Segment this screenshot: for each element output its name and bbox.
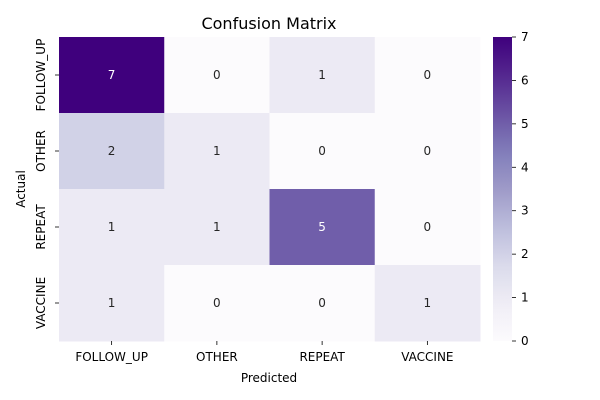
heatmap-cell: [164, 189, 270, 266]
heatmap-cells: 7 0 1 0 2 1 0 0 1 1 5 0 1 0 0 1: [59, 37, 481, 342]
heatmap-cell: [374, 189, 481, 266]
chart-title: Confusion Matrix: [201, 14, 336, 33]
y-tick-label: VACCINE: [34, 277, 48, 329]
colorbar-ticks: 0 1 2 3 4 5 6 7: [512, 30, 529, 348]
heatmap-cell: [164, 37, 270, 114]
cell-value-label: 1: [213, 220, 221, 234]
heatmap-cell: [269, 37, 376, 114]
cell-value-label: 0: [424, 68, 432, 82]
cell-value-label: 0: [424, 144, 432, 158]
cell-value-label: 5: [318, 220, 326, 234]
x-axis-label: Predicted: [241, 371, 297, 385]
cell-value-label: 1: [213, 144, 221, 158]
y-tick-label: REPEAT: [34, 204, 48, 250]
y-axis-ticks: FOLLOW_UP OTHER REPEAT VACCINE: [34, 39, 59, 329]
colorbar-tick-label: 4: [521, 160, 529, 174]
cell-value-label: 1: [108, 296, 116, 310]
cell-value-label: 0: [318, 296, 326, 310]
cell-value-label: 0: [424, 220, 432, 234]
heatmap-cell: [59, 265, 165, 342]
cell-value-label: 0: [213, 296, 221, 310]
heatmap-cell: [374, 265, 481, 342]
cell-value-label: 0: [318, 144, 326, 158]
colorbar-tick-label: 1: [521, 291, 529, 305]
cell-value-label: 2: [108, 144, 116, 158]
cell-value-label: 1: [318, 68, 326, 82]
colorbar-tick-label: 6: [521, 73, 529, 87]
heatmap-cell: [374, 37, 481, 114]
cell-value-label: 0: [213, 68, 221, 82]
colorbar: [493, 37, 512, 341]
heatmap-cell: [269, 265, 376, 342]
heatmap-cell: [59, 189, 165, 266]
colorbar-tick-label: 5: [521, 117, 529, 131]
heatmap-cell: [374, 113, 481, 190]
heatmap-cell: [269, 113, 376, 190]
cell-value-label: 7: [108, 68, 116, 82]
cell-value-label: 1: [108, 220, 116, 234]
y-axis-label: Actual: [14, 170, 28, 208]
x-tick-label: REPEAT: [299, 350, 345, 364]
colorbar-tick-label: 0: [521, 334, 529, 348]
colorbar-tick-label: 3: [521, 204, 529, 218]
colorbar-tick-label: 2: [521, 247, 529, 261]
heatmap-cell: [59, 37, 165, 114]
x-tick-label: FOLLOW_UP: [75, 350, 148, 364]
y-tick-label: FOLLOW_UP: [34, 39, 48, 112]
heatmap-cell: [164, 113, 270, 190]
x-tick-label: VACCINE: [401, 350, 453, 364]
x-tick-label: OTHER: [196, 350, 238, 364]
heatmap-cell: [164, 265, 270, 342]
y-tick-label: OTHER: [34, 130, 48, 172]
x-axis-ticks: FOLLOW_UP OTHER REPEAT VACCINE: [75, 341, 454, 364]
heatmap-cell: [59, 113, 165, 190]
cell-value-label: 1: [424, 296, 432, 310]
colorbar-tick-label: 7: [521, 30, 529, 44]
heatmap-cell: [269, 189, 376, 266]
